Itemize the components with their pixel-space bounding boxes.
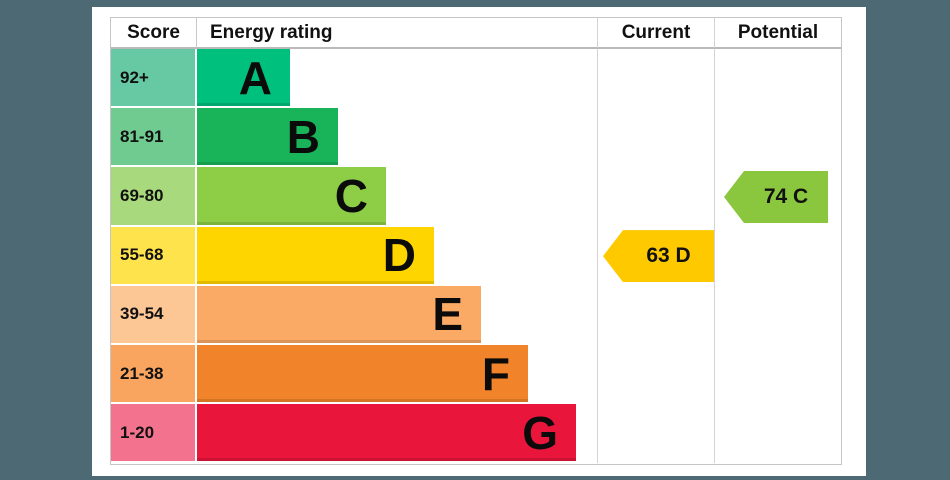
- band-bar: F: [197, 344, 528, 403]
- band-bar-cell: A: [197, 49, 597, 109]
- band-bar: C: [197, 167, 386, 225]
- band-letter: B: [286, 110, 320, 163]
- potential-column-cell: [714, 226, 841, 286]
- band-bar: A: [197, 49, 290, 107]
- band-letter: F: [481, 347, 510, 400]
- potential-column-cell: 74 C: [714, 167, 841, 227]
- current-column-cell: [597, 285, 714, 345]
- current-column-cell: 63 D: [597, 226, 714, 286]
- band-bar-cell: G: [197, 404, 597, 464]
- band-bar-cell: B: [197, 108, 597, 168]
- current-rating-arrow-label: 63 D: [646, 244, 691, 268]
- band-letter: G: [522, 406, 558, 459]
- score-range-label: 21-38: [120, 363, 164, 383]
- current-column-cell: [597, 108, 714, 168]
- potential-rating-arrow-label: 74 C: [763, 184, 809, 208]
- header-score: Score: [111, 18, 197, 49]
- potential-column-cell: [714, 108, 841, 168]
- current-column-cell: [597, 344, 714, 405]
- band-letter: E: [432, 288, 463, 341]
- band-bar-cell: E: [197, 285, 597, 345]
- score-range-label: 39-54: [120, 304, 164, 324]
- potential-column-cell: [714, 49, 841, 109]
- potential-column-cell: [714, 285, 841, 345]
- score-range-label: 1-20: [120, 422, 155, 442]
- score-range-label: 55-68: [120, 245, 164, 265]
- potential-column-cell: [714, 344, 841, 405]
- epc-table: Score Energy rating Current Potential 92…: [110, 17, 842, 465]
- band-letter: C: [334, 169, 368, 222]
- band-bar-cell: F: [197, 344, 597, 405]
- band-bar: D: [197, 226, 434, 284]
- potential-rating-arrow: 74 C: [724, 170, 828, 223]
- score-range-label: 69-80: [120, 185, 164, 205]
- band-score-range: 55-68: [111, 226, 197, 286]
- band-score-range: 39-54: [111, 285, 197, 345]
- band-bar: E: [197, 285, 481, 343]
- band-letter: D: [382, 229, 416, 282]
- band-score-range: 92+: [111, 49, 197, 109]
- band-score-range: 21-38: [111, 344, 197, 405]
- current-column-cell: [597, 49, 714, 109]
- band-score-range: 81-91: [111, 108, 197, 168]
- band-bar-cell: D: [197, 226, 597, 286]
- score-range-label: 92+: [120, 67, 149, 87]
- header-energy-rating: Energy rating: [197, 18, 597, 49]
- band-score-range: 1-20: [111, 404, 197, 464]
- potential-column-cell: [714, 404, 841, 464]
- band-bar: G: [197, 404, 576, 462]
- band-letter: A: [238, 51, 272, 104]
- header-potential: Potential: [714, 18, 841, 49]
- band-bar-cell: C: [197, 167, 597, 227]
- header-current: Current: [597, 18, 714, 49]
- current-rating-arrow: 63 D: [603, 230, 714, 283]
- epc-chart-panel: Score Energy rating Current Potential 92…: [92, 7, 866, 476]
- score-range-label: 81-91: [120, 126, 164, 146]
- band-score-range: 69-80: [111, 167, 197, 227]
- current-column-cell: [597, 404, 714, 464]
- band-bar: B: [197, 108, 338, 166]
- current-column-cell: [597, 167, 714, 227]
